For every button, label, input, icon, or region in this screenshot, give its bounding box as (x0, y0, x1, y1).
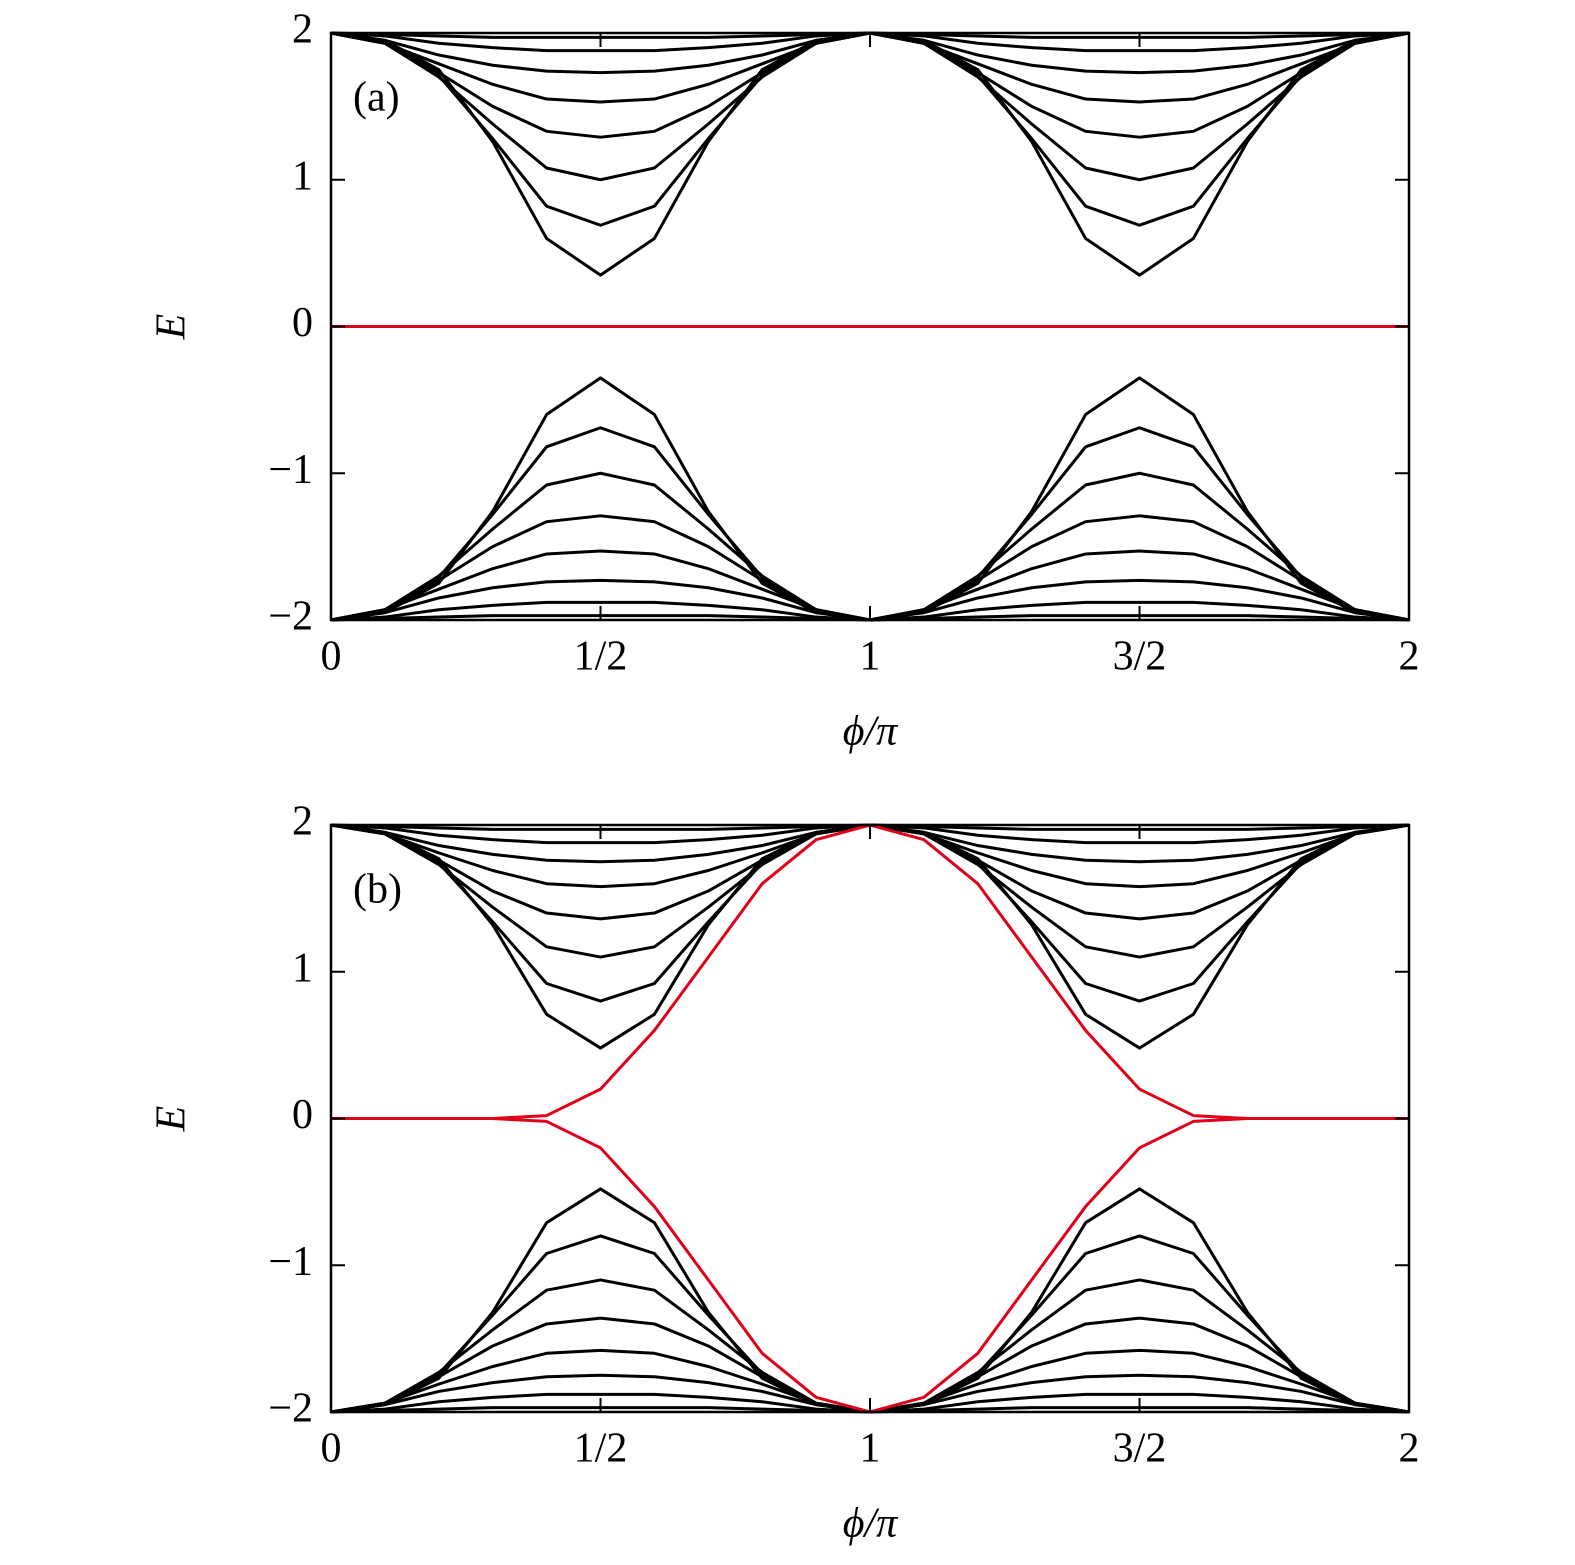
curve (330, 376, 1410, 622)
y-tick-label: −2 (268, 1386, 313, 1432)
y-tick-label: 0 (292, 1092, 313, 1138)
x-tick-label: 1 (860, 1426, 881, 1472)
curve (330, 823, 1410, 1003)
y-tick-label: 1 (292, 945, 313, 991)
curve (330, 31, 1410, 227)
x-axis-label: ϕ/π (843, 709, 898, 755)
curve (330, 426, 1410, 622)
x-tick-label: 0 (321, 1426, 342, 1472)
x-tick-label: 1 (860, 634, 881, 680)
curve (330, 1187, 1410, 1414)
x-tick-label: 2 (1399, 1426, 1420, 1472)
y-tick-label: −1 (268, 1239, 313, 1285)
x-tick-label: 0 (321, 634, 342, 680)
y-tick-label: 0 (292, 300, 313, 346)
curve (330, 823, 1410, 1050)
y-tick-label: −2 (268, 594, 313, 640)
y-tick-label: 1 (292, 153, 313, 199)
y-tick-label: 2 (292, 799, 313, 845)
x-tick-label: 3/2 (1113, 634, 1167, 680)
y-tick-label: 2 (292, 7, 313, 53)
y-axis-label: E (149, 314, 195, 341)
x-tick-label: 1/2 (574, 634, 628, 680)
x-tick-label: 3/2 (1113, 1426, 1167, 1472)
curve (330, 31, 1410, 277)
x-axis-label: ϕ/π (843, 1501, 898, 1547)
x-tick-label: 1/2 (574, 1426, 628, 1472)
panel-label: (a) (353, 75, 400, 121)
x-tick-label: 2 (1399, 634, 1420, 680)
y-axis-label: E (149, 1106, 195, 1133)
panel-label: (b) (353, 867, 402, 913)
y-tick-label: −1 (268, 447, 313, 493)
curve (330, 1234, 1410, 1414)
